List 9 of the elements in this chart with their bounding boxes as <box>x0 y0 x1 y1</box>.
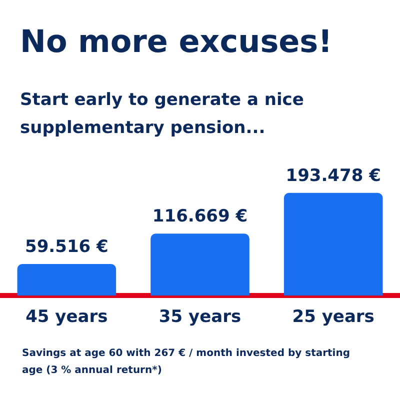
data-label: 116.669 € <box>152 206 248 227</box>
data-label: 59.516 € <box>24 236 108 257</box>
x-tick-label: 35 years <box>158 307 242 328</box>
data-label: 193.478 € <box>286 166 381 186</box>
chart-subtitle: Start early to generate a nice supplementary pension... <box>20 89 305 140</box>
x-tick-label: 25 years <box>292 307 374 328</box>
x-tick-label: 45 years <box>26 307 108 328</box>
chart-title: No more excuses! <box>20 24 332 60</box>
text: Savings at age 60 with 267 € / month invested by starting age (3 % annual return*) <box>22 347 352 378</box>
